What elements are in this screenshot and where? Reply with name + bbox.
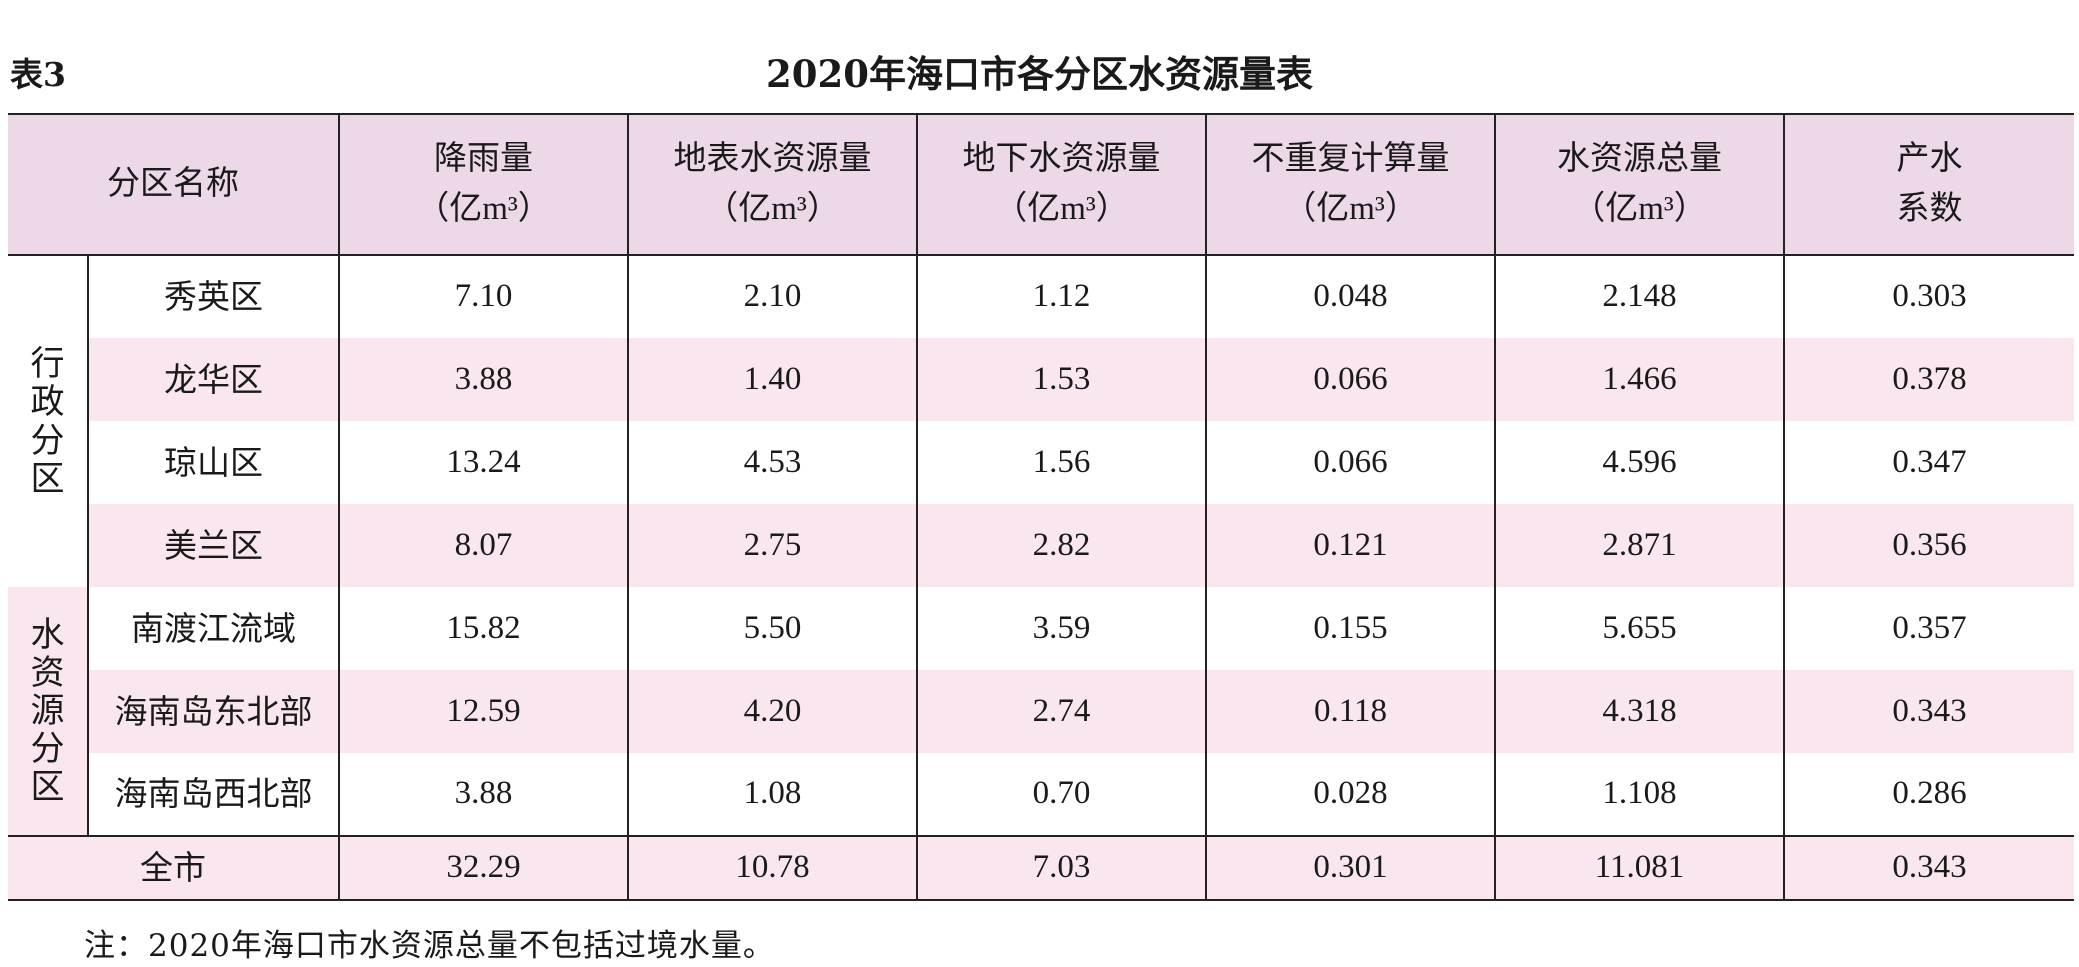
cell-value: 4.20 <box>627 670 917 753</box>
header-unit: （亿m³） <box>416 190 551 227</box>
header-surface-water: 地表水资源量 （亿m³） <box>627 114 917 256</box>
header-rainfall: 降雨量 （亿m³） <box>338 114 628 256</box>
cell-value: 0.048 <box>1205 255 1495 338</box>
header-non-duplicate: 不重复计算量 （亿m³） <box>1205 114 1495 256</box>
cell-value: 3.59 <box>916 587 1206 670</box>
cell-value: 2.10 <box>627 255 917 338</box>
cell-value: 0.356 <box>1783 504 2074 587</box>
cell-value: 0.121 <box>1205 504 1495 587</box>
cell-value: 12.59 <box>338 670 628 753</box>
cell-region: 南渡江流域 <box>87 587 339 670</box>
cell-value: 2.871 <box>1494 504 1784 587</box>
cell-total-label: 全市 <box>8 835 339 900</box>
cell-value: 4.53 <box>627 421 917 504</box>
header-label-2: 系数 <box>1896 190 1963 227</box>
header-label: 地下水资源量 <box>962 140 1161 177</box>
cell-value: 5.655 <box>1494 587 1784 670</box>
cell-value: 0.357 <box>1783 587 2074 670</box>
header-region-name: 分区名称 <box>8 114 339 256</box>
header-unit: （亿m³） <box>1572 190 1707 227</box>
header-label: 地表水资源量 <box>673 140 872 177</box>
header-label: 产水 <box>1896 140 1963 177</box>
cell-value: 5.50 <box>627 587 917 670</box>
cell-value: 1.08 <box>627 753 917 836</box>
cell-value: 2.82 <box>916 504 1206 587</box>
cell-value: 15.82 <box>338 587 628 670</box>
cell-value: 1.466 <box>1494 338 1784 421</box>
table-note: 注：2020年海口市水资源总量不包括过境水量。 <box>84 928 775 964</box>
cell-value: 0.70 <box>916 753 1206 836</box>
header-label: 分区名称 <box>107 165 239 202</box>
cell-value: 0.301 <box>1205 835 1495 900</box>
header-label: 降雨量 <box>434 140 533 177</box>
cell-value: 2.75 <box>627 504 917 587</box>
table-row: 龙华区 3.88 1.40 1.53 0.066 1.466 0.378 <box>8 338 2074 421</box>
cell-value: 8.07 <box>338 504 628 587</box>
cell-value: 10.78 <box>627 835 917 900</box>
cell-region: 海南岛东北部 <box>87 670 339 753</box>
cell-value: 0.303 <box>1783 255 2074 338</box>
header-yield-coefficient: 产水 系数 <box>1783 114 2074 256</box>
cell-value: 0.378 <box>1783 338 2074 421</box>
cell-value: 0.028 <box>1205 753 1495 836</box>
cell-value: 0.286 <box>1783 753 2074 836</box>
header-row: 分区名称 降雨量 （亿m³） 地表水资源量 （亿m³） 地下水资源量 （亿m³）… <box>8 114 2074 256</box>
header-groundwater: 地下水资源量 （亿m³） <box>916 114 1206 256</box>
cell-value: 0.343 <box>1783 835 2074 900</box>
group-label: 水资源分区 <box>30 614 65 808</box>
cell-value: 7.10 <box>338 255 628 338</box>
header-unit: （亿m³） <box>1283 190 1418 227</box>
table-row: 美兰区 8.07 2.75 2.82 0.121 2.871 0.356 <box>8 504 2074 587</box>
cell-region: 美兰区 <box>87 504 339 587</box>
cell-region: 秀英区 <box>87 255 339 338</box>
table-row: 琼山区 13.24 4.53 1.56 0.066 4.596 0.347 <box>8 421 2074 504</box>
cell-value: 4.596 <box>1494 421 1784 504</box>
cell-value: 3.88 <box>338 338 628 421</box>
total-row: 全市 32.29 10.78 7.03 0.301 11.081 0.343 <box>8 835 2074 900</box>
cell-value: 1.53 <box>916 338 1206 421</box>
cell-value: 0.347 <box>1783 421 2074 504</box>
cell-region: 海南岛西北部 <box>87 753 339 836</box>
table-row: 行政分区 秀英区 7.10 2.10 1.12 0.048 2.148 0.30… <box>8 255 2074 587</box>
cell-region: 琼山区 <box>87 421 339 504</box>
cell-value: 1.108 <box>1494 753 1784 836</box>
cell-value: 0.066 <box>1205 338 1495 421</box>
cell-value: 2.148 <box>1494 255 1784 338</box>
cell-value: 4.318 <box>1494 670 1784 753</box>
header-total-water: 水资源总量 （亿m³） <box>1494 114 1784 256</box>
cell-region: 龙华区 <box>87 338 339 421</box>
cell-value: 7.03 <box>916 835 1206 900</box>
table-row: 海南岛西北部 3.88 1.08 0.70 0.028 1.108 0.286 <box>8 753 2074 836</box>
cell-value: 1.56 <box>916 421 1206 504</box>
cell-value: 3.88 <box>338 753 628 836</box>
table-title: 2020年海口市各分区水资源量表 <box>766 52 1313 96</box>
table-row: 海南岛东北部 12.59 4.20 2.74 0.118 4.318 0.343 <box>8 670 2074 753</box>
cell-value: 0.118 <box>1205 670 1495 753</box>
cell-value: 1.40 <box>627 338 917 421</box>
cell-value: 0.066 <box>1205 421 1495 504</box>
group-admin: 行政分区 <box>8 255 88 587</box>
water-resources-table: 分区名称 降雨量 （亿m³） 地表水资源量 （亿m³） 地下水资源量 （亿m³）… <box>8 113 2074 901</box>
header-unit: （亿m³） <box>705 190 840 227</box>
cell-value: 13.24 <box>338 421 628 504</box>
header-label: 不重复计算量 <box>1251 140 1450 177</box>
header-unit: （亿m³） <box>994 190 1129 227</box>
cell-value: 0.343 <box>1783 670 2074 753</box>
table-label: 表3 <box>10 55 66 94</box>
group-label: 行政分区 <box>30 344 65 499</box>
cell-value: 1.12 <box>916 255 1206 338</box>
header-label: 水资源总量 <box>1557 140 1722 177</box>
cell-value: 2.74 <box>916 670 1206 753</box>
table-row: 水资源分区 南渡江流域 15.82 5.50 3.59 0.155 5.655 … <box>8 587 2074 836</box>
group-water: 水资源分区 <box>8 587 88 836</box>
cell-value: 32.29 <box>338 835 628 900</box>
cell-value: 11.081 <box>1494 835 1784 900</box>
cell-value: 0.155 <box>1205 587 1495 670</box>
